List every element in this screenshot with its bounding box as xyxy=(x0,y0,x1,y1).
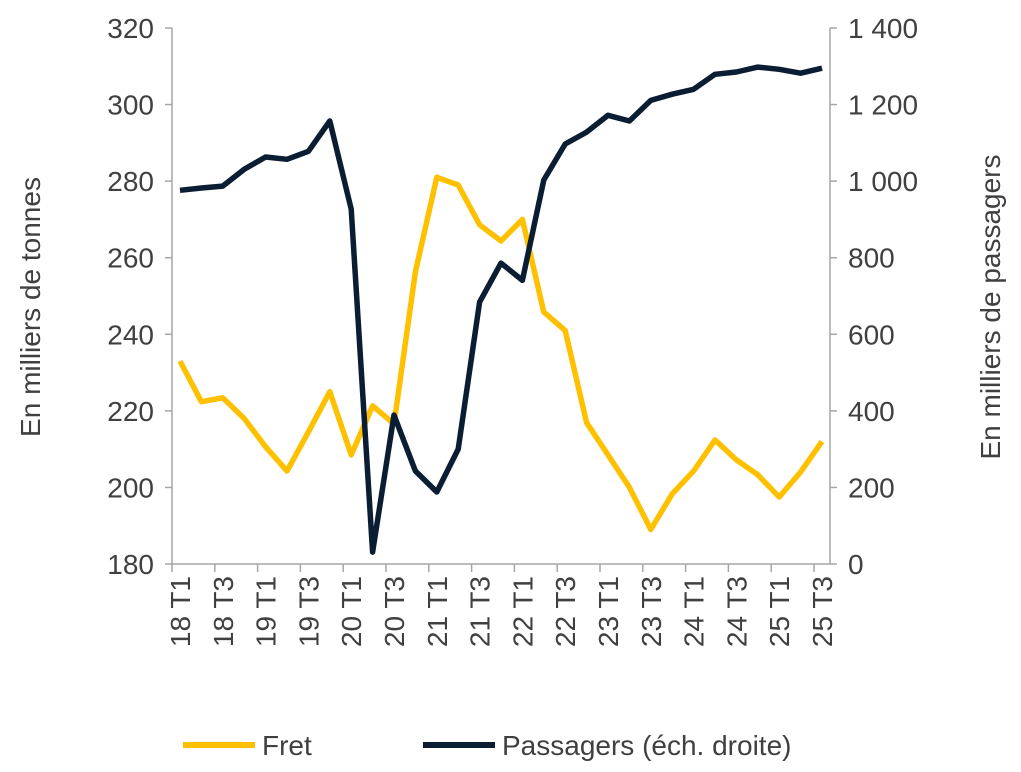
x-tick-label: 22 T3 xyxy=(550,576,581,647)
x-tick-label: 25 T3 xyxy=(807,576,838,647)
legend-label-fret: Fret xyxy=(262,730,312,761)
y-tick-label-right: 200 xyxy=(848,472,895,503)
x-tick-label: 21 T3 xyxy=(465,576,496,647)
y-tick-label-left: 280 xyxy=(107,166,154,197)
x-tick-label: 20 T3 xyxy=(379,576,410,647)
y-tick-label-left: 180 xyxy=(107,549,154,580)
legend: Fret Passagers (éch. droite) xyxy=(183,730,791,761)
x-tick-label: 24 T3 xyxy=(721,576,752,647)
x-tick-label: 23 T3 xyxy=(636,576,667,647)
y-tick-label-left: 220 xyxy=(107,396,154,427)
x-tick-label: 18 T1 xyxy=(165,576,196,647)
y-tick-label-left: 240 xyxy=(107,319,154,350)
x-tick-label: 19 T1 xyxy=(251,576,282,647)
series-lines xyxy=(177,64,825,555)
x-tick-label: 25 T1 xyxy=(764,576,795,647)
y-tick-label-right: 1 200 xyxy=(848,90,918,121)
y-tick-label-right: 1 400 xyxy=(848,13,918,44)
y-axis-title-left: En milliers de tonnes xyxy=(15,177,46,437)
x-tick-label: 21 T1 xyxy=(422,576,453,647)
y-tick-label-left: 300 xyxy=(107,90,154,121)
y-tick-label-left: 320 xyxy=(107,13,154,44)
series-line-passagers xyxy=(179,64,823,555)
y-tick-label-right: 0 xyxy=(848,549,864,580)
legend-label-passagers: Passagers (éch. droite) xyxy=(502,730,791,761)
x-tick-label: 22 T1 xyxy=(507,576,538,647)
y-tick-label-right: 1 000 xyxy=(848,166,918,197)
y-tick-label-right: 600 xyxy=(848,319,895,350)
x-tick-label: 24 T1 xyxy=(679,576,710,647)
x-tick-label: 20 T1 xyxy=(336,576,367,647)
y-axis-title-right: En milliers de passagers xyxy=(975,154,1006,459)
axes: 180 200 220 240 260 280 300 320 0 200 400 600 800 1 0… xyxy=(107,13,918,647)
y-tick-label-left: 260 xyxy=(107,243,154,274)
y-tick-label-left: 200 xyxy=(107,472,154,503)
x-tick-label: 19 T3 xyxy=(293,576,324,647)
x-tick-label: 23 T1 xyxy=(593,576,624,647)
series-line-fret xyxy=(177,174,825,533)
y-tick-label-right: 400 xyxy=(848,396,895,427)
x-tick-label: 18 T3 xyxy=(208,576,239,647)
y-tick-label-right: 800 xyxy=(848,243,895,274)
